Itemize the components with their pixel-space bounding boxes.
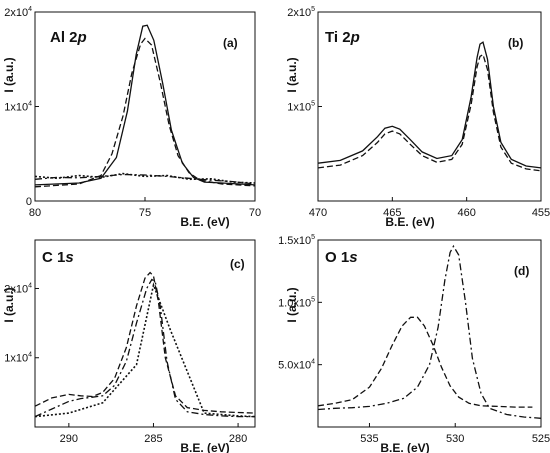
panel-title: Ti 2p [325,29,360,46]
x-tick-label: 80 [29,207,41,219]
series-line-solid [35,24,255,186]
x-tick-label: 525 [532,433,550,445]
x-tick-label: 75 [139,207,151,219]
panel-label: (d) [514,264,529,278]
series-line-dashed [35,271,255,414]
panel-label: (b) [508,36,523,50]
series-line-dashdot [318,244,541,419]
y-tick-label: 2x105 [287,6,315,19]
panel-title: C 1s [42,249,74,266]
x-axis-label: B.E. (eV) [180,441,229,453]
panel-title: Al 2p [50,29,87,46]
x-tick-label: 460 [457,207,475,219]
x-tick-label: 290 [60,433,78,445]
panel-label: (c) [230,257,245,271]
series-line-dashdot [35,278,255,418]
panel-a: 80 75 70 0 1x104 2x104 B.E. (eV) I (a.u.) Al 2p (… [2,6,261,229]
y-tick-label: 5.0x104 [278,359,315,372]
x-axis-label: B.E. (eV) [380,441,429,453]
series-line-dashed [318,316,533,408]
y-axis-label: I (a.u.) [285,57,299,92]
y-tick-label: 1x104 [4,101,32,114]
y-axis-label: I (a.u.) [285,287,299,322]
y-tick-label: 2x104 [4,282,32,295]
panel-title: O 1s [325,249,358,266]
x-tick-label: 70 [249,207,261,219]
series-line-dotted [35,172,255,184]
series-line-dashed [35,37,255,188]
y-tick-label: 0 [26,196,32,208]
series-line-dashed [318,53,541,172]
x-tick-label: 455 [532,207,550,219]
x-axis-label: B.E. (eV) [385,215,434,229]
series-line-solid [318,41,541,169]
panel-d: 535 530 525 5.0x104 1.0x105 1.5x105 B.E. (eV) I… [278,234,550,453]
y-axis-label: I (a.u.) [2,287,16,322]
x-tick-label: 285 [144,433,162,445]
x-tick-label: 535 [360,433,378,445]
x-tick-label: 530 [446,433,464,445]
panel-c: 290 285 280 1x104 2x104 B.E. (eV) I (a.u.) C 1s… [2,239,256,453]
x-tick-label: 465 [383,207,401,219]
y-axis-label: I (a.u.) [2,57,16,92]
plot-frame [317,239,542,428]
y-tick-label: 2x104 [4,6,32,19]
x-tick-label: 470 [309,207,327,219]
y-tick-label: 1x105 [287,101,315,114]
plot-frame [34,239,256,428]
panel-label: (a) [223,36,238,50]
x-axis-label: B.E. (eV) [180,215,229,229]
series-line-dotted [35,282,255,418]
panel-b: 470 465 460 455 1x105 2x105 B.E. (eV) I (a.u.) T… [285,6,550,229]
x-tick-label: 280 [229,433,247,445]
y-tick-label: 1.0x105 [278,296,315,309]
y-tick-label: 1x104 [4,352,32,365]
y-tick-label: 1.5x105 [278,234,315,247]
